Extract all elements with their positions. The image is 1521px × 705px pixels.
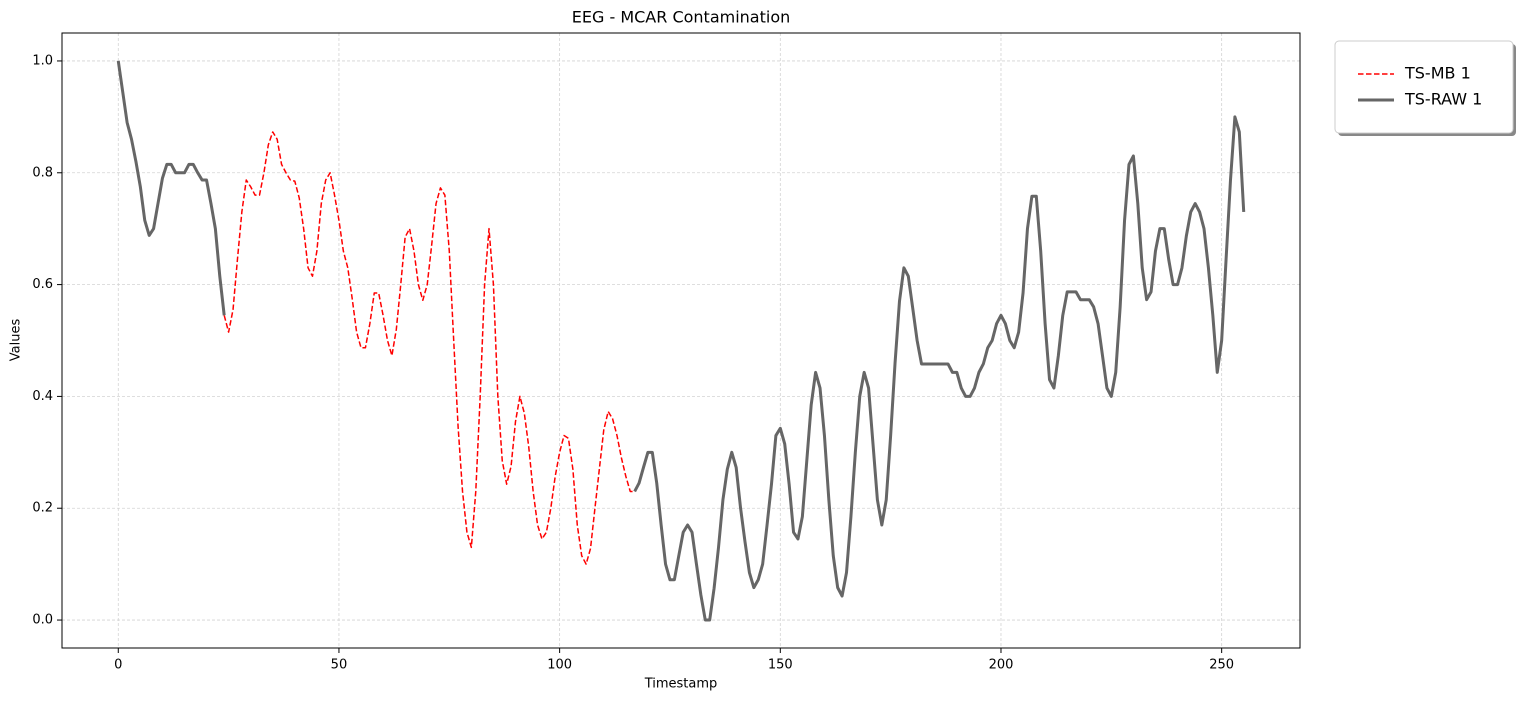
y-axis-label: Values	[9, 319, 24, 362]
data-line	[223, 131, 635, 565]
x-tick-label: 100	[547, 658, 572, 673]
x-tick-label: 150	[768, 658, 793, 673]
legend-label: TS-MB 1	[1404, 64, 1471, 83]
y-tick-label: 1.0	[32, 53, 53, 68]
y-tick-label: 0.0	[32, 613, 53, 628]
y-tick-label: 0.2	[32, 501, 53, 516]
x-tick-label: 50	[331, 658, 348, 673]
x-tick-label: 250	[1209, 658, 1234, 673]
legend: TS-MB 1 TS-RAW 1	[1334, 40, 1516, 136]
chart-title: EEG - MCAR Contamination	[572, 8, 791, 27]
y-tick-label: 0.8	[32, 165, 53, 180]
legend-box	[1334, 40, 1514, 134]
x-tick-label: 0	[114, 658, 122, 673]
plot-frame	[61, 32, 1301, 649]
data-line	[116, 60, 1246, 622]
x-axis-label: Timestamp	[644, 677, 718, 692]
legend-label: TS-RAW 1	[1404, 90, 1482, 109]
x-tick-label: 200	[989, 658, 1014, 673]
y-tick-label: 0.6	[32, 277, 53, 292]
y-tick-label: 0.4	[32, 389, 53, 404]
